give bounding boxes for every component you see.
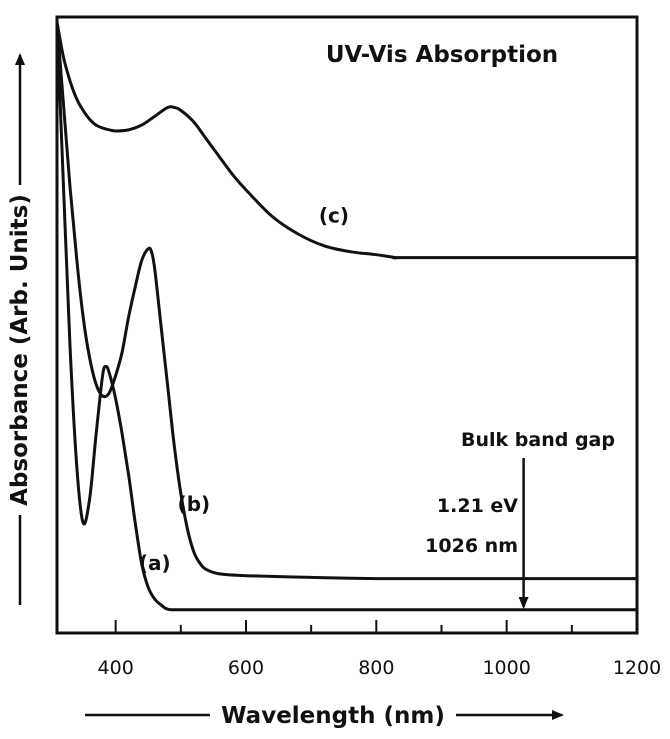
chart-title: UV-Vis Absorption xyxy=(326,42,558,68)
y-axis-label: Absorbance (Arb. Units) xyxy=(7,194,33,506)
x-tick-label: 1000 xyxy=(482,657,530,679)
x-tick-label: 600 xyxy=(228,657,264,679)
series-b-label: (b) xyxy=(178,492,211,516)
x-tick-label: 800 xyxy=(358,657,394,679)
x-axis-label: Wavelength (nm) xyxy=(221,703,445,729)
x-tick-label: 1200 xyxy=(613,657,661,679)
annotation-bulk-band-gap: Bulk band gap xyxy=(461,429,615,451)
series-b-line xyxy=(55,21,637,581)
annotation-energy: 1.21 eV xyxy=(437,495,518,517)
annotation-wavelength: 1026 nm xyxy=(425,535,518,557)
x-tick-label: 400 xyxy=(98,657,134,679)
series-a-line xyxy=(55,21,637,612)
x-tick-labels: 400 600 800 1000 1200 xyxy=(98,657,662,679)
series-a-label: (a) xyxy=(139,551,171,575)
series-c-line xyxy=(55,21,637,260)
plot-frame xyxy=(55,15,639,635)
x-ticks xyxy=(114,620,638,633)
series-c-label: (c) xyxy=(319,203,349,227)
